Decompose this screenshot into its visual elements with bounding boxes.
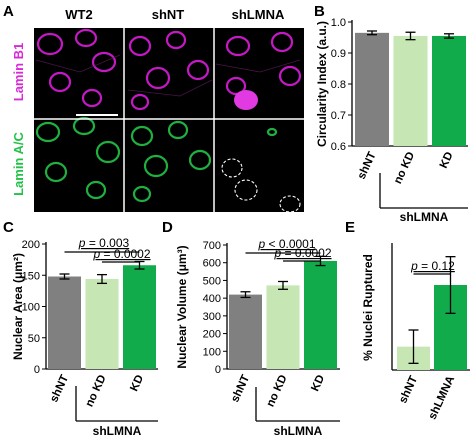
p-value-label-e: p = 0.12 bbox=[410, 259, 455, 273]
y-axis-label-c: Nuclear Area (μm²) bbox=[11, 253, 25, 360]
category-label-c: no KD bbox=[84, 373, 109, 409]
bar-d bbox=[304, 260, 337, 369]
chart-panel-c: 0 50 100 150 200 Nuclear Area (μm²) shNT no KD K… bbox=[11, 236, 158, 438]
category-label-e: shNT bbox=[397, 374, 420, 405]
y-tick-label-d: 0 bbox=[215, 364, 221, 376]
category-label-e: shLMNA bbox=[427, 374, 458, 421]
y-tick-label-c: 200 bbox=[22, 239, 40, 251]
y-tick-label-c: 0 bbox=[34, 364, 40, 376]
y-tick-label-b: 0.9 bbox=[331, 48, 346, 60]
panel-letter-c: C bbox=[3, 219, 14, 236]
p-value-label-d: p < 0.0001 bbox=[257, 237, 315, 251]
y-tick-label-d: 500 bbox=[203, 275, 221, 287]
bar-b bbox=[393, 35, 428, 147]
row-label-lamin-b1: Lamin B1 bbox=[11, 43, 26, 102]
y-tick-label-d: 700 bbox=[203, 240, 221, 252]
column-header-wt2: WT2 bbox=[65, 7, 92, 22]
group-label-d: shLMNA bbox=[274, 424, 323, 438]
bar-d bbox=[266, 285, 300, 369]
y-tick-label-d: 100 bbox=[203, 346, 221, 358]
y-tick-label-c: 100 bbox=[22, 302, 40, 314]
group-label-c: shLMNA bbox=[93, 424, 142, 438]
p-value-label-c: p = 0.003 bbox=[78, 236, 130, 250]
y-tick-label-b: 1.0 bbox=[331, 17, 346, 29]
category-label-d: KD bbox=[309, 373, 327, 393]
y-tick-label-b: 0.7 bbox=[331, 110, 346, 122]
category-label-c: shNT bbox=[48, 373, 71, 404]
chart-panel-d: 0 100 200 300 400 500 600 700 Nuclear Volume (μm… bbox=[175, 237, 340, 438]
panel-letter-d: D bbox=[162, 219, 173, 236]
column-header-shlmna: shLMNA bbox=[232, 7, 285, 22]
y-axis-label-e: % Nuclei Ruptured bbox=[361, 254, 375, 361]
bar-b bbox=[432, 35, 466, 147]
bright-nucleus bbox=[234, 90, 258, 110]
category-label-c: KD bbox=[128, 373, 146, 393]
category-label-b: shNT bbox=[356, 150, 379, 181]
chart-panel-e: % Nuclei Ruptured shNT shLMNA p = 0.12 bbox=[361, 243, 470, 422]
y-tick-label-d: 400 bbox=[203, 293, 221, 305]
y-axis-label-d: Nuclear Volume (μm³) bbox=[175, 245, 189, 368]
bar-d bbox=[229, 294, 262, 369]
category-label-b: KD bbox=[438, 150, 456, 170]
bar-c bbox=[85, 279, 119, 369]
bar-c bbox=[48, 276, 81, 369]
y-tick-label-d: 600 bbox=[203, 258, 221, 270]
panel-letter-b: B bbox=[314, 3, 325, 20]
category-label-d: no KD bbox=[265, 373, 290, 409]
y-tick-label-d: 300 bbox=[203, 311, 221, 323]
bar-b bbox=[355, 32, 389, 146]
column-header-shnt: shNT bbox=[152, 7, 185, 22]
y-tick-label-b: 0.8 bbox=[331, 79, 346, 91]
p-value-label-d: p = 0.0002 bbox=[273, 246, 331, 260]
y-tick-label-d: 200 bbox=[203, 329, 221, 341]
category-label-b: no KD bbox=[392, 150, 417, 186]
y-tick-label-c: 50 bbox=[28, 333, 40, 345]
group-label-b: shLMNA bbox=[400, 210, 449, 224]
panel-letter-e: E bbox=[345, 219, 355, 236]
bar-c bbox=[123, 265, 156, 369]
category-label-d: shNT bbox=[229, 373, 252, 404]
y-tick-label-c: 150 bbox=[22, 270, 40, 282]
row-label-lamin-ac: Lamin A/C bbox=[11, 131, 26, 195]
y-tick-label-b: 0.6 bbox=[331, 141, 346, 153]
panel-letter-a: A bbox=[3, 3, 14, 20]
micrograph-grid bbox=[34, 28, 304, 213]
p-value-label-c: p = 0.0002 bbox=[92, 247, 150, 261]
y-axis-label-b: Circularity Index (a.u.) bbox=[315, 21, 329, 147]
